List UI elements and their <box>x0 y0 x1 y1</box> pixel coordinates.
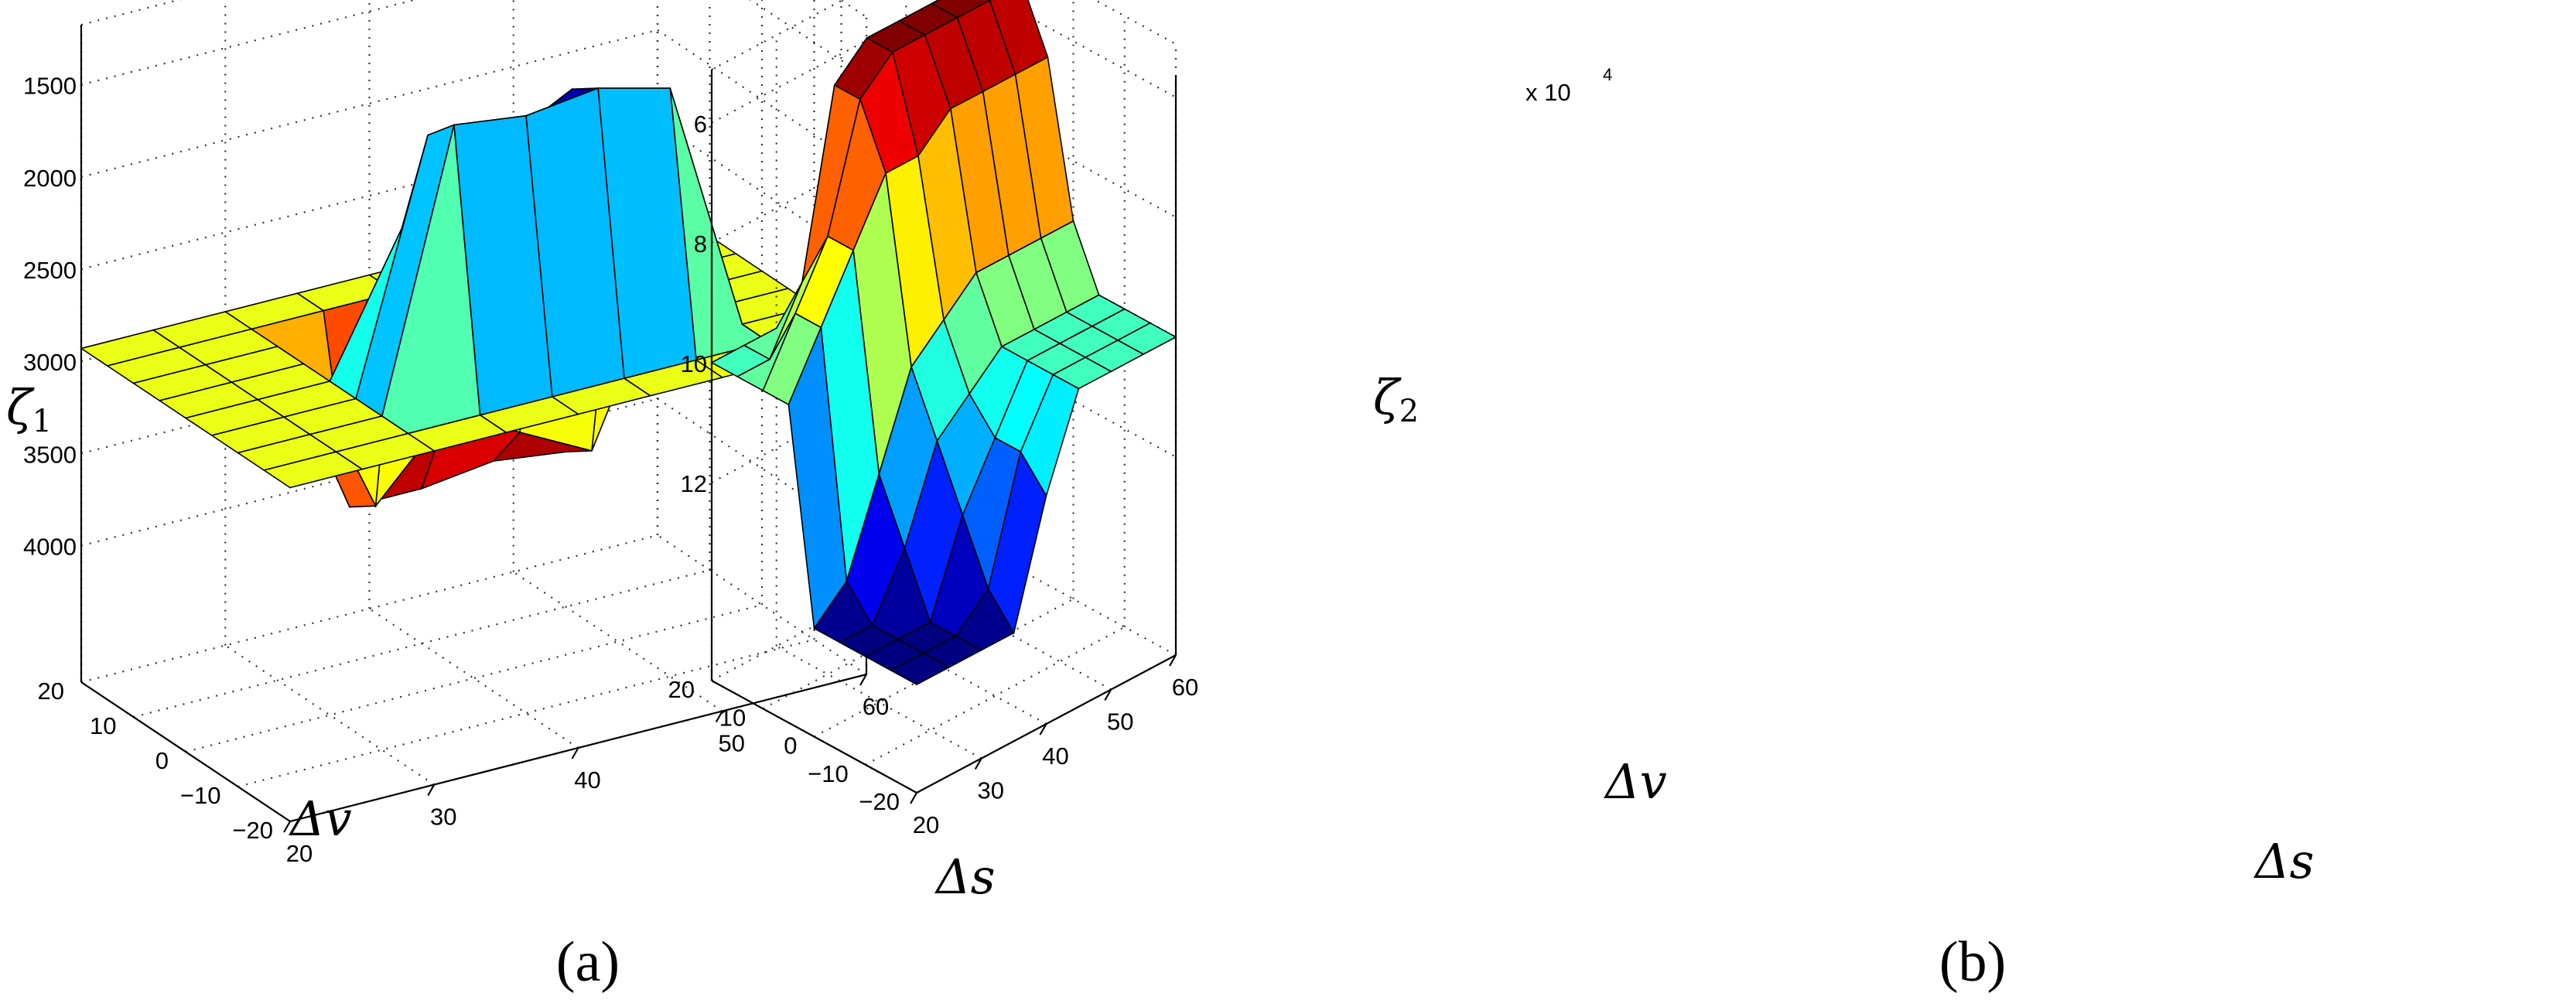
chart-b-z-exponent: 4 <box>1603 65 1612 84</box>
grid-line <box>368 608 579 749</box>
x-tick-label: 40 <box>574 766 600 794</box>
chart-b-ticks: 20 30 40 50 60 −20 −10 0 10 20 6 8 10 12 <box>668 111 1199 838</box>
x-tick <box>283 821 291 833</box>
y-tick-label: −20 <box>232 817 273 844</box>
x-tick <box>715 710 723 723</box>
x-tick <box>571 747 579 760</box>
z-tick-label: 1500 <box>23 73 77 100</box>
x-tick <box>427 783 436 797</box>
z-tick-label: 8 <box>694 230 707 258</box>
chart-b-grid <box>710 0 1177 794</box>
z-tick-label: 2000 <box>23 165 77 192</box>
x-tick-label: 30 <box>430 804 456 831</box>
chart-a-y-label: Δv <box>289 790 352 847</box>
x-tick <box>910 792 917 804</box>
x-tick-label: 50 <box>1107 708 1133 736</box>
chart-b: 20 30 40 50 60 −20 −10 0 10 20 6 8 10 12 ζ2 x 10 4 Δv… <box>668 0 2315 994</box>
x-tick-label: 20 <box>286 840 313 867</box>
z-tick-label: 3000 <box>23 349 77 376</box>
chart-a: 2030405060−20−10010201500200025003000350… <box>6 0 996 994</box>
y-tick-label: 0 <box>155 747 169 774</box>
x-tick <box>1039 723 1047 736</box>
x-tick <box>1104 688 1112 701</box>
chart-a-caption: (a) <box>556 930 620 994</box>
y-axis <box>80 681 291 822</box>
y-axis <box>711 680 917 794</box>
z-tick-label: 10 <box>681 350 707 377</box>
z-tick-label: 2500 <box>23 257 77 284</box>
y-tick-label: −10 <box>808 760 849 787</box>
x-tick <box>859 674 867 686</box>
x-tick-label: 30 <box>978 777 1004 804</box>
y-tick-label: 20 <box>38 678 64 705</box>
z-tick-label: 4000 <box>23 534 77 561</box>
y-tick-label: −10 <box>180 782 221 809</box>
x-tick-label: 40 <box>1042 742 1068 770</box>
chart-b-z-label: ζ2 <box>1373 369 1419 429</box>
chart-a-z-label: ζ1 <box>6 379 52 439</box>
y-tick-label: 10 <box>719 704 746 731</box>
z-tick-label: 6 <box>694 111 707 138</box>
surface-patch <box>890 652 951 685</box>
chart-b-surface <box>710 0 1177 685</box>
x-tick-label: 20 <box>913 811 939 838</box>
chart-a-x-label: Δs <box>934 848 996 905</box>
chart-a-surface <box>80 87 868 508</box>
y-tick-label: 20 <box>668 676 695 703</box>
y-tick-label: 0 <box>784 732 797 760</box>
x-tick <box>974 757 982 770</box>
grid-line <box>749 0 867 78</box>
x-tick-label: 50 <box>719 730 745 757</box>
z-tick-label: 3500 <box>23 441 77 468</box>
surface-patch <box>262 451 364 489</box>
chart-b-x-label: Δs <box>2253 833 2315 889</box>
y-tick-label: 10 <box>90 712 116 739</box>
x-tick <box>1169 654 1177 667</box>
chart-b-caption: (b) <box>1939 930 2006 994</box>
x-tick-label: 60 <box>1172 674 1198 701</box>
x-tick-label: 60 <box>863 693 889 720</box>
chart-a-ticks: 2030405060−20−10010201500200025003000350… <box>23 73 889 867</box>
z-tick-label: 12 <box>681 470 707 497</box>
chart-b-z-scale: x 10 <box>1525 79 1571 106</box>
y-tick-label: −20 <box>859 788 900 815</box>
chart-b-y-label: Δv <box>1604 753 1667 810</box>
